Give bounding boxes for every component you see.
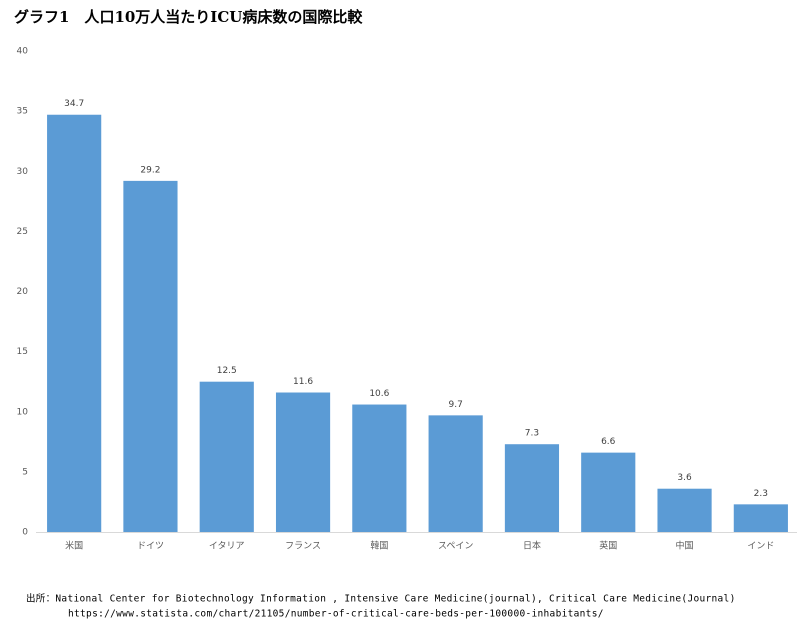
bar (581, 452, 636, 532)
bar (733, 504, 788, 532)
bar (123, 180, 178, 532)
y-tick-label: 20 (17, 287, 29, 297)
x-tick-label: イタリア (209, 541, 245, 552)
y-tick-label: 30 (17, 167, 29, 177)
x-tick-label: ドイツ (137, 542, 164, 552)
source-line: 出所：National Center for Biotechnology Inf… (26, 593, 736, 605)
x-tick-label: フランス (285, 541, 321, 552)
x-tick-label: スペイン (438, 542, 473, 552)
value-label: 6.6 (601, 437, 616, 447)
x-tick-label: インド (747, 542, 774, 552)
value-label: 3.6 (677, 473, 692, 483)
value-label: 29.2 (140, 165, 160, 175)
value-label: 34.7 (64, 99, 84, 109)
y-tick-label: 35 (17, 107, 28, 117)
chart-title: グラフ1 人口10万人当たりICU病床数の国際比較 (14, 8, 363, 26)
value-label: 7.3 (525, 429, 539, 439)
x-tick-label: 日本 (523, 540, 541, 552)
x-tick-label: 米国 (65, 540, 83, 552)
bar (47, 114, 102, 533)
bar (352, 404, 407, 532)
x-tick-label: 韓国 (370, 541, 388, 552)
bar (657, 488, 712, 532)
y-tick-label: 0 (22, 528, 28, 538)
source-line: https://www.statista.com/chart/21105/num… (68, 609, 604, 620)
bar (199, 381, 254, 532)
y-tick-label: 40 (17, 47, 29, 57)
value-label: 11.6 (293, 377, 313, 387)
value-label: 10.6 (369, 389, 389, 399)
y-tick-label: 15 (17, 347, 28, 357)
y-tick-label: 5 (22, 467, 28, 477)
x-tick-label: 英国 (599, 540, 617, 552)
y-tick-label: 25 (17, 227, 28, 237)
x-tick-label: 中国 (676, 540, 694, 552)
value-label: 12.5 (217, 366, 237, 376)
value-label: 9.7 (448, 400, 462, 410)
bar (428, 415, 483, 532)
value-label: 2.3 (754, 489, 768, 499)
bar (275, 392, 331, 532)
y-tick-label: 10 (17, 407, 29, 417)
bar (504, 444, 560, 532)
